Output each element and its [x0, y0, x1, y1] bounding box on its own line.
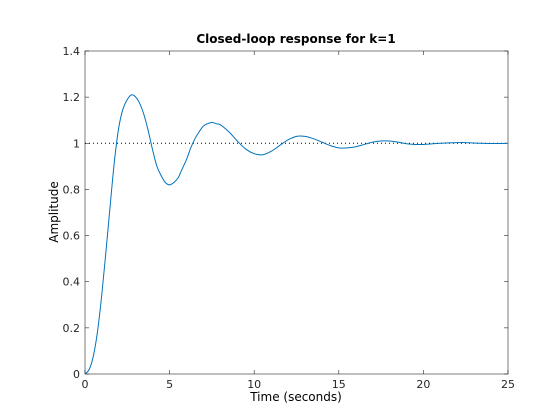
- x-tick-label: 20: [416, 378, 430, 391]
- series-line-step-response: [84, 94, 509, 375]
- y-tick-label: 0: [73, 368, 80, 381]
- y-tick-label: 0.2: [63, 322, 81, 335]
- y-tick-label: 1.4: [63, 45, 81, 58]
- x-tick-label: 10: [247, 378, 261, 391]
- x-axis-label: Time (seconds): [249, 390, 342, 404]
- ticks-layer: 0 5 10 15 20 25 0 0.2 0.4 0.6 0.8 1 1.2 1.4: [63, 45, 516, 391]
- x-tick-label: 15: [332, 378, 346, 391]
- y-tick-label: 1: [73, 137, 80, 150]
- y-tick-label: 0.8: [63, 183, 81, 196]
- y-tick-label: 0.6: [63, 230, 81, 243]
- plot-area: [84, 50, 509, 375]
- x-tick-label: 25: [501, 378, 515, 391]
- x-tick-label: 0: [82, 378, 89, 391]
- y-tick-label: 1.2: [63, 91, 81, 104]
- y-axis-label: Amplitude: [47, 181, 61, 243]
- x-tick-label: 5: [166, 378, 173, 391]
- chart-title: Closed-loop response for k=1: [196, 32, 395, 46]
- y-tick-label: 0.4: [63, 276, 81, 289]
